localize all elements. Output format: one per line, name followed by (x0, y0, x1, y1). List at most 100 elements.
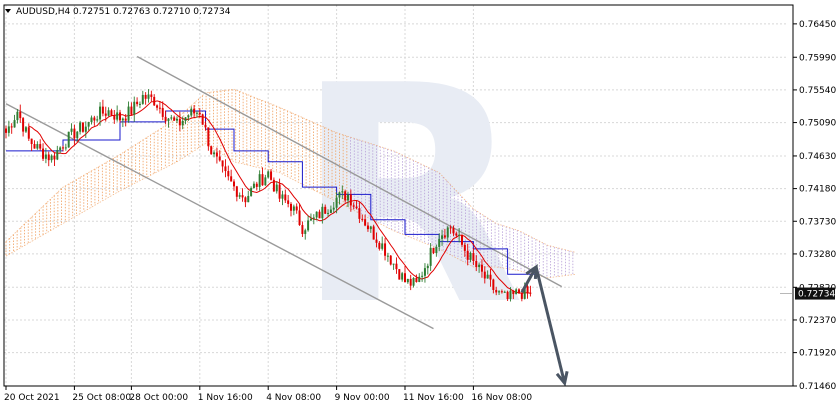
candle-body (193, 108, 196, 114)
candle-body (361, 218, 364, 220)
candle-body (190, 108, 193, 116)
candle-body (70, 128, 73, 132)
candle-body (224, 166, 227, 172)
candle-body (415, 277, 418, 282)
candle-body (446, 227, 449, 238)
candle-body (432, 247, 435, 254)
x-tick-label: 1 Nov 16:00 (198, 393, 253, 403)
current-price-label: 0.72734 (798, 290, 835, 300)
candle-body (10, 126, 13, 128)
candle-body (50, 155, 53, 161)
candle-body (144, 94, 147, 99)
candle-body (500, 291, 503, 293)
symbol-label: AUDUSD,H4 (16, 7, 71, 17)
candle-body (292, 206, 295, 211)
candle-body (87, 122, 90, 127)
candle-body (395, 263, 398, 270)
candle-body (67, 131, 70, 148)
candle-body (304, 230, 307, 234)
candle-body (7, 126, 10, 133)
y-tick-label: 0.75090 (799, 119, 836, 129)
candle-body (290, 203, 292, 211)
candle-body (39, 144, 42, 149)
candle-body (335, 197, 338, 208)
forecast-arrow[interactable] (520, 263, 569, 387)
candle-body (221, 160, 224, 167)
candle-body (489, 274, 492, 280)
x-tick-label: 20 Oct 2021 (4, 393, 60, 403)
y-tick-label: 0.71460 (799, 382, 836, 392)
candle-body (315, 211, 318, 218)
candle-body (281, 194, 284, 199)
candle-body (195, 112, 198, 114)
candle-body (27, 127, 30, 139)
candle-body (298, 210, 301, 226)
candle-body (244, 197, 247, 203)
candle-body (110, 110, 113, 116)
trend-channel[interactable] (5, 55, 563, 330)
candle-body (381, 243, 384, 249)
candle-body (42, 148, 45, 159)
dropdown-triangle-icon[interactable] (5, 9, 11, 13)
watermark-logo: R (294, 22, 525, 371)
candle-body (455, 233, 458, 236)
candle-body (526, 286, 529, 293)
chart-header: AUDUSD,H4 0.72751 0.72763 0.72710 0.7273… (5, 7, 231, 17)
candle-body (349, 194, 352, 206)
candle-body (327, 212, 330, 214)
candle-body (22, 118, 25, 132)
candle-body (375, 239, 378, 243)
candle-body (483, 271, 486, 279)
candle-body (147, 94, 150, 99)
kijun-line (6, 110, 537, 275)
candle-body (170, 117, 173, 119)
candle-body (366, 225, 369, 230)
candle-body (198, 112, 201, 115)
forecast-up-arrow (520, 266, 538, 294)
candle-body (463, 244, 466, 251)
candle-body (512, 290, 515, 295)
candle-body (164, 116, 167, 122)
candle-body (475, 261, 478, 267)
price-axis[interactable]: 0.76450 0.75990 0.75540 0.75090 0.74630 0.741… (793, 20, 836, 392)
candle-body (418, 276, 421, 282)
candle-body (210, 146, 213, 155)
candle-body (176, 118, 178, 121)
candle-body (141, 94, 144, 104)
y-tick-label: 0.75540 (799, 86, 836, 96)
candle-body (469, 253, 472, 260)
candle-body (187, 115, 190, 118)
candle-body (515, 289, 518, 295)
candle-body (13, 120, 16, 128)
candle-body (329, 209, 332, 213)
channel-line-lower (5, 103, 434, 330)
candle-body (503, 291, 506, 293)
candle-body (255, 183, 258, 187)
candle-body (76, 131, 79, 139)
candle-body (389, 255, 392, 265)
x-tick-label: 11 Nov 16:00 (403, 393, 464, 403)
candle-body (90, 117, 93, 123)
candle-body (33, 143, 36, 149)
candle-body (267, 171, 270, 178)
candle-body (153, 96, 156, 106)
candle-body (287, 200, 290, 204)
candle-body (466, 250, 469, 260)
candle-body (421, 275, 424, 277)
x-tick-label: 16 Nov 08:00 (471, 393, 532, 403)
candle-body (523, 286, 526, 299)
candle-body (509, 290, 512, 299)
candle-body (506, 291, 509, 299)
candle-body (392, 263, 395, 265)
candle-body (341, 191, 344, 193)
candle-body (458, 234, 461, 236)
candle-body (79, 122, 82, 132)
candle-body (119, 112, 121, 121)
candle-body (62, 147, 64, 149)
candle-body (478, 264, 481, 267)
candle-body (401, 273, 404, 280)
candle-body (347, 194, 349, 201)
